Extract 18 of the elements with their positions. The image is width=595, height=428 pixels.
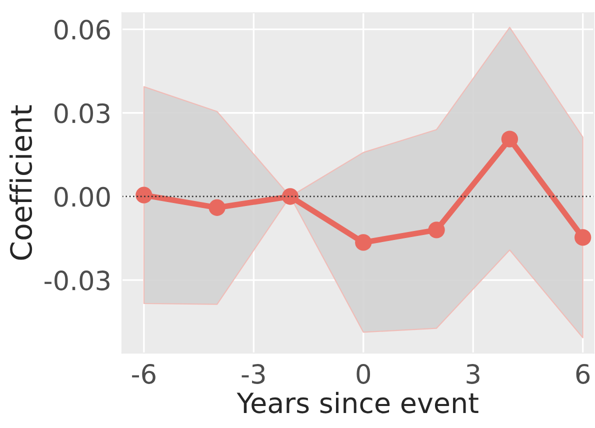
x-axis-title: Years since event <box>236 392 478 414</box>
point <box>282 188 299 205</box>
point <box>574 229 592 246</box>
x-tick-label: 3 <box>466 364 480 384</box>
x-tick-label: 6 <box>576 364 590 384</box>
x-tick-label: -6 <box>132 364 156 384</box>
y-axis-title: Coefficient <box>10 105 32 260</box>
y-tick-label: 0.06 <box>54 20 110 40</box>
x-tick-label: -3 <box>242 364 265 384</box>
y-tick-label: 0.03 <box>54 103 110 124</box>
point <box>428 222 445 238</box>
point <box>501 130 518 148</box>
x-tick-label: 0 <box>356 364 370 384</box>
point <box>208 199 226 216</box>
y-tick-label: -0.03 <box>44 270 110 290</box>
point <box>355 234 372 251</box>
point <box>136 186 152 204</box>
y-tick-label: 0.00 <box>54 186 110 207</box>
